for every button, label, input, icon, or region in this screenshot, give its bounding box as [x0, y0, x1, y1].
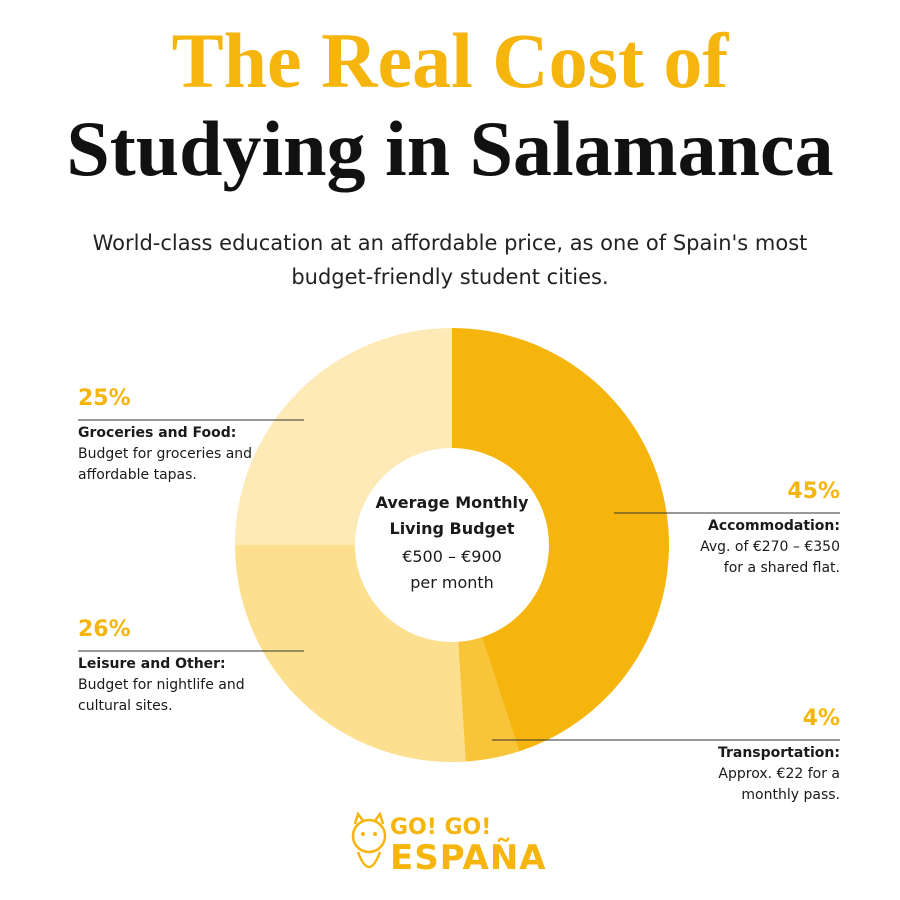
center-unit: per month — [410, 573, 494, 592]
category-description: Budget for groceries and affordable tapa… — [78, 446, 253, 483]
title: The Real Cost of — [171, 17, 729, 104]
category-name: Leisure and Other: — [78, 656, 226, 672]
logo: GO! GO! ESPAÑA — [351, 812, 547, 878]
segment-label: 26% Leisure and Other: Budget for nightlif… — [78, 616, 288, 717]
donut-segment — [458, 637, 520, 762]
value-label: 25% — [78, 386, 131, 411]
title: Studying in Salamanca — [66, 105, 834, 192]
category-name: Groceries and Food: — [78, 425, 237, 441]
center-title: Average Monthly Living Budget — [375, 493, 529, 538]
value-label: 45% — [787, 479, 840, 504]
subtitle: World-class education at an affordable p… — [92, 231, 808, 289]
segment-label: 25% Groceries and Food: Budget for groceri… — [78, 385, 288, 486]
category-name: Accommodation: — [708, 518, 840, 534]
donut-segment — [452, 328, 669, 752]
category-description: Approx. €22 for a monthly pass. — [718, 766, 840, 803]
segment-label: 45% Accommodation: Avg. of €270 – €350 for… — [630, 478, 840, 579]
donut-segment — [235, 545, 466, 762]
value-label: 26% — [78, 617, 131, 642]
logo-line: ESPAÑA — [390, 838, 547, 878]
category-name: Transportation: — [717, 745, 840, 761]
center-amount: €500 – €900 — [402, 547, 502, 566]
value-label: 4% — [802, 706, 840, 731]
segment-label: 4% Transportation: Approx. €22 for a month… — [630, 705, 840, 806]
category-description: Avg. of €270 – €350 for a shared flat. — [700, 539, 840, 576]
center-label: Average Monthly Living Budget €500 – €90… — [362, 490, 542, 596]
logo-icon — [351, 812, 387, 869]
donut-segment — [235, 328, 452, 545]
logo-line: GO! GO! — [390, 815, 492, 840]
category-description: Budget for nightlife and cultural sites. — [78, 677, 245, 714]
